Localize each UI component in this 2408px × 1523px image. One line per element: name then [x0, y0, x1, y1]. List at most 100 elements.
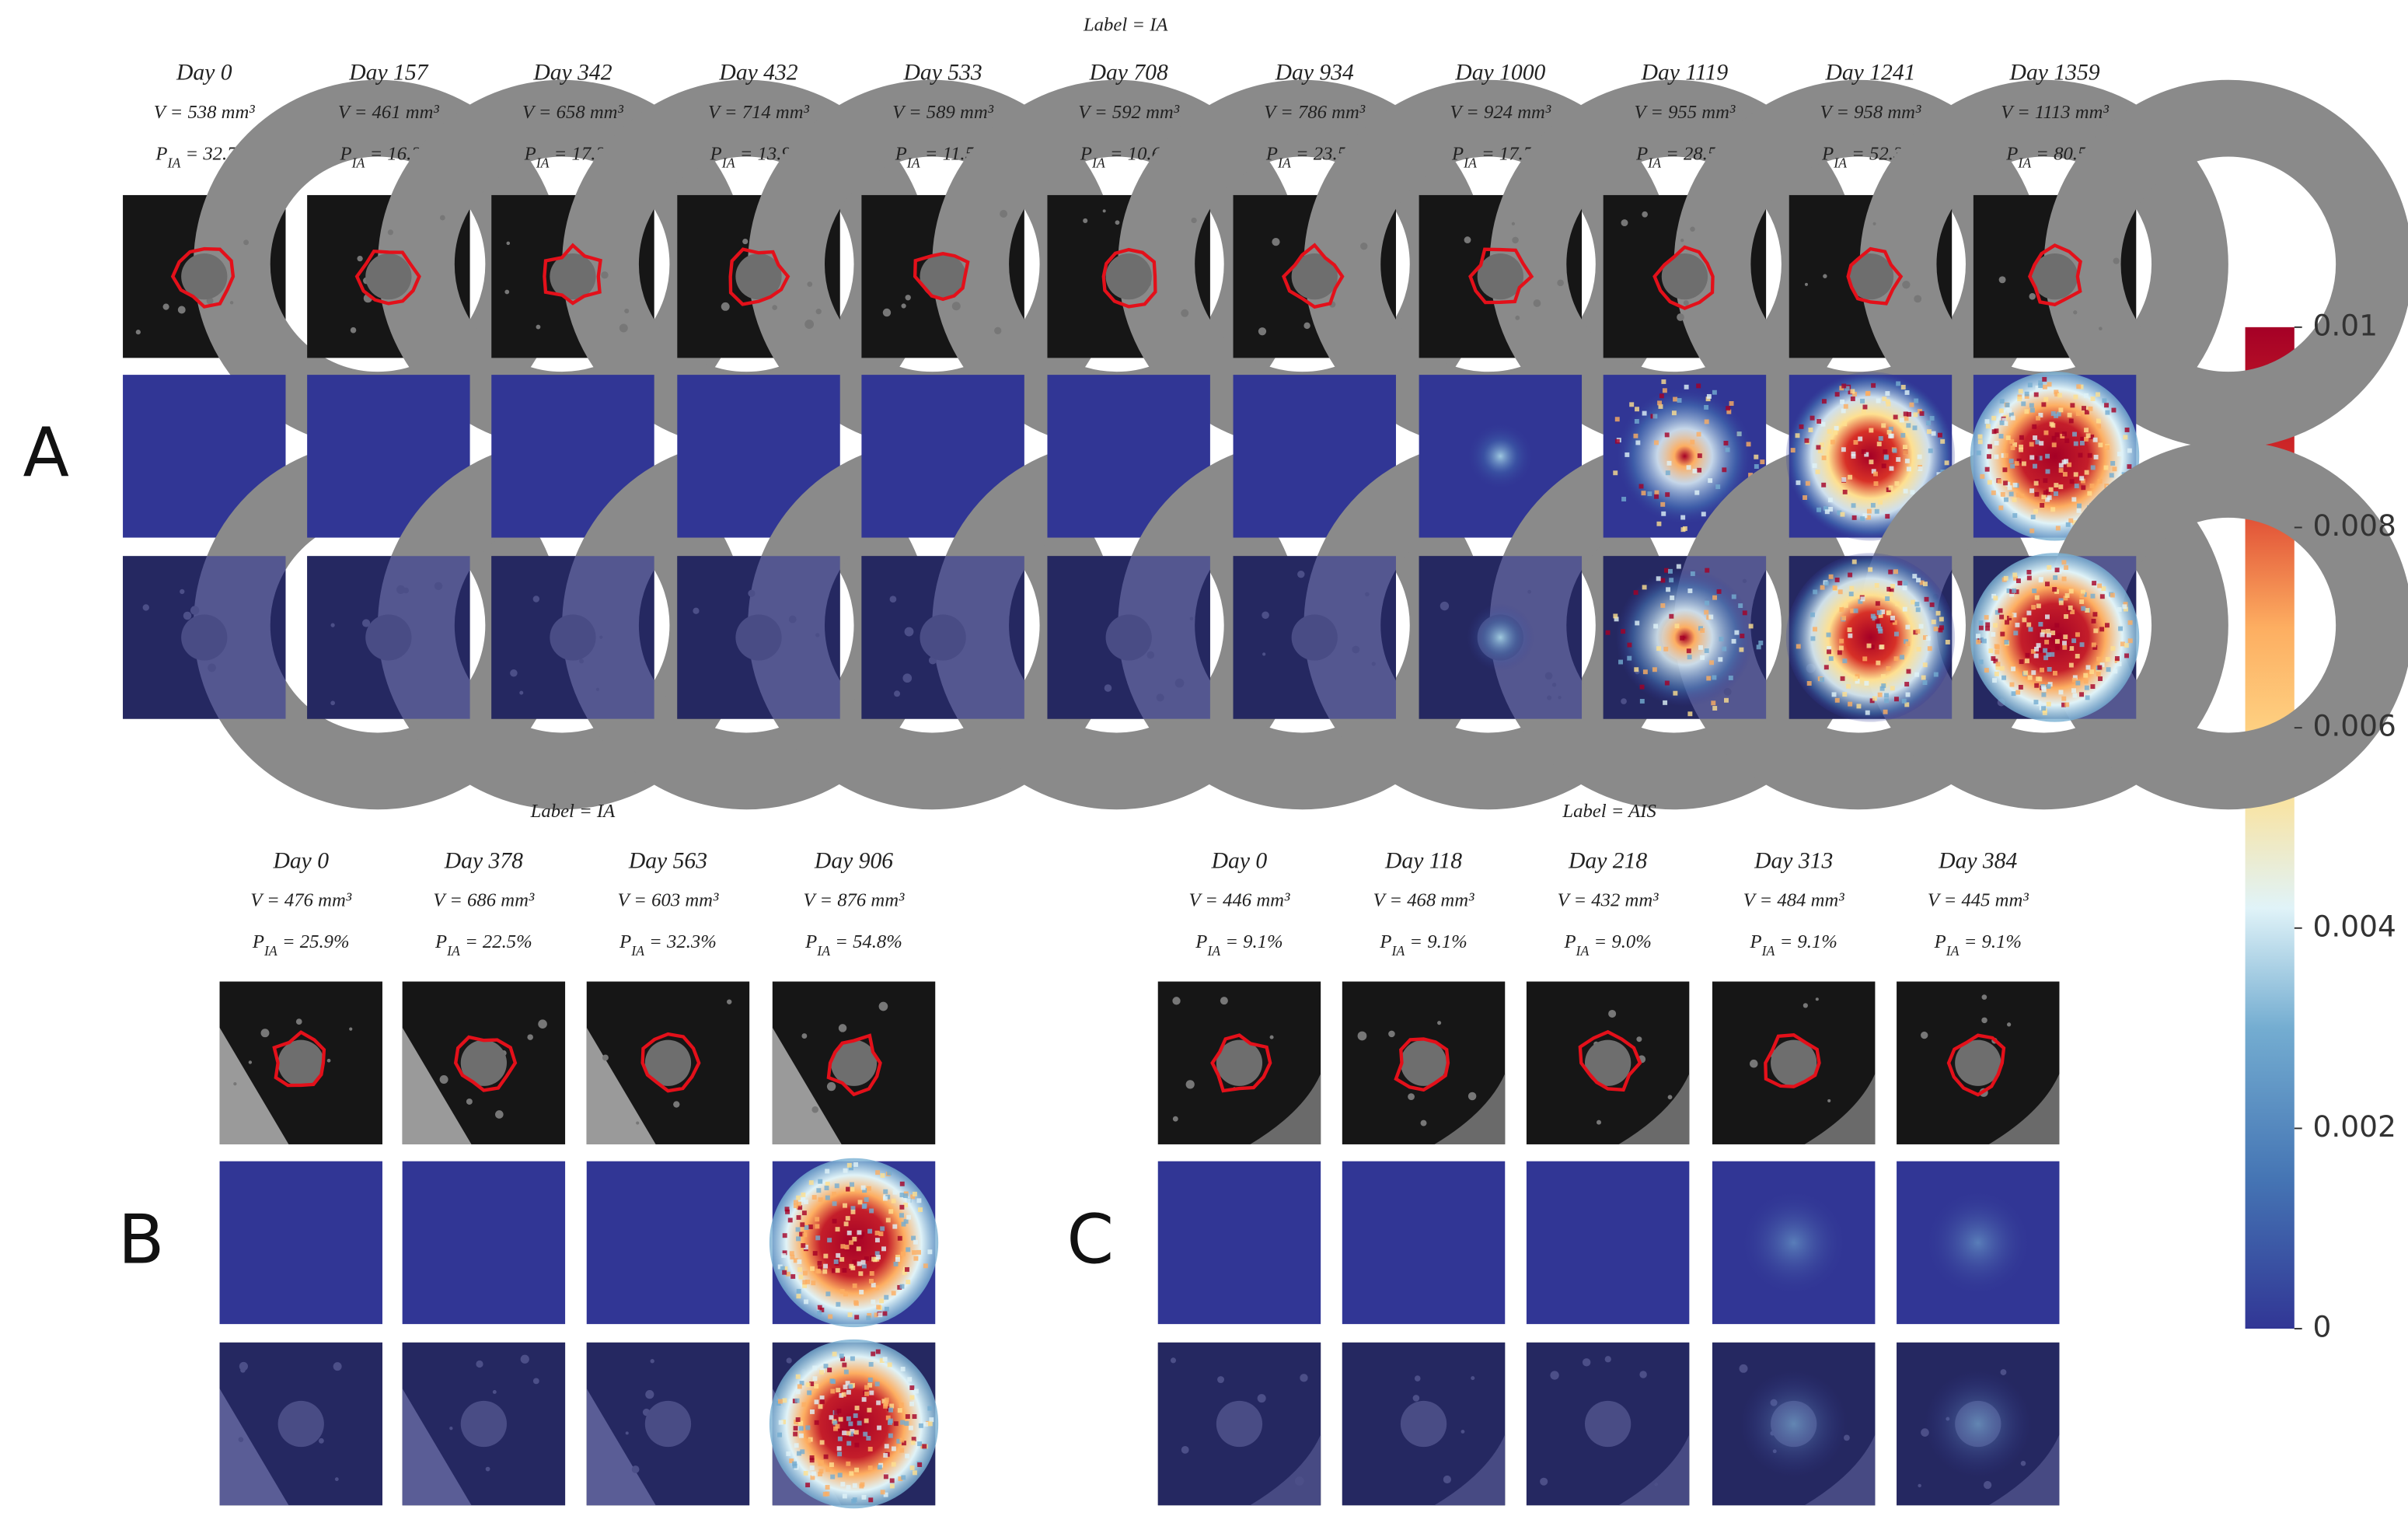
heat-speckle [1849, 585, 1855, 591]
heat-speckle [874, 1312, 879, 1318]
heat-speckle [1687, 711, 1693, 717]
vessel [350, 327, 357, 334]
heat-speckle [850, 1429, 855, 1434]
heat-speckle [899, 1284, 905, 1289]
heat-speckle [876, 1255, 881, 1260]
day-label: Day 1359 [2009, 61, 2100, 86]
heat-speckle [2021, 461, 2026, 466]
heat-speckle [1638, 484, 1644, 489]
heat-speckle [1906, 423, 1911, 428]
prob-symbol: P [340, 143, 352, 164]
heat-speckle [852, 1483, 857, 1488]
day-label: Day 342 [532, 61, 612, 86]
heat-speckle [1865, 710, 1870, 715]
heat-speckle [913, 1389, 919, 1394]
heat-speckle [2078, 452, 2083, 458]
vessel [878, 1001, 888, 1011]
heat-speckle [832, 1191, 837, 1196]
heat-speckle [831, 1379, 836, 1385]
heat-speckle [1647, 491, 1652, 497]
heat-speckle [797, 1201, 801, 1207]
heat-speckle [1815, 469, 1820, 474]
heat-speckle [1976, 450, 1981, 456]
heat-speckle [906, 1280, 911, 1284]
volume-label: V = 924 mm³ [1450, 102, 1551, 123]
heat-speckle [828, 1314, 833, 1319]
heat-speckle [905, 1266, 909, 1272]
heat-speckle [1888, 592, 1893, 597]
heat-speckle [1676, 564, 1681, 569]
heat-speckle [1981, 638, 1987, 644]
heat-speckle [891, 1198, 896, 1203]
heat-speckle [1654, 490, 1659, 495]
heat-speckle [812, 1251, 818, 1256]
heat-speckle [1899, 417, 1904, 423]
prob-subscript: IA [721, 155, 735, 170]
heat-speckle [857, 1200, 863, 1205]
heat-speckle [1876, 660, 1881, 665]
heat-speckle [1878, 613, 1883, 618]
prob-symbol: P [1195, 931, 1207, 952]
heat-speckle [2042, 384, 2047, 389]
heat-speckle [899, 1204, 905, 1210]
heat-speckle [2064, 614, 2069, 619]
heat-speckle [2038, 621, 2043, 627]
heat-speckle [907, 1377, 913, 1382]
heat-speckle [808, 1180, 814, 1186]
heat-speckle [2005, 620, 2010, 625]
volume-label: V = 603 mm³ [618, 890, 719, 911]
heat-speckle [2101, 586, 2106, 592]
heat-speckle [850, 1186, 855, 1192]
ct-image [1712, 981, 1876, 1144]
heat-speckle [1742, 610, 1747, 616]
heat-speckle [1841, 383, 1847, 389]
heat-speckle [2079, 440, 2085, 445]
heat-speckle [901, 1221, 906, 1227]
heat-speckle [837, 1472, 843, 1478]
heat-speckle [801, 1197, 806, 1203]
heat-speckle [1878, 436, 1883, 441]
heat-speckle [1754, 464, 1759, 469]
prob-subscript: IA [2017, 155, 2031, 170]
heat-speckle [836, 1388, 841, 1393]
heat-speckle [1851, 503, 1856, 508]
heat-speckle [1853, 608, 1858, 613]
heat-speckle [849, 1431, 854, 1437]
ct-image [1897, 981, 2060, 1144]
heat-speckle [2042, 710, 2047, 715]
day-label: Day 313 [1754, 848, 1833, 873]
heat-speckle [1991, 632, 1996, 637]
heat-speckle [2124, 427, 2130, 432]
overlay-image [586, 1342, 750, 1506]
vessel [721, 302, 730, 311]
vessel [811, 1106, 818, 1113]
heat-speckle [2012, 442, 2018, 447]
colorbar-tick-label: 0.008 [2313, 508, 2396, 543]
heat-speckle [876, 1400, 881, 1406]
heat-speckle [797, 1205, 803, 1210]
heat-speckle [911, 1235, 916, 1241]
heat-speckle [1704, 404, 1709, 410]
heat-speckle [1884, 698, 1890, 704]
heat-speckle [2050, 631, 2056, 636]
prob-symbol: P [804, 931, 817, 952]
heat-blob [1615, 386, 1754, 526]
heat-speckle [868, 1497, 874, 1503]
heat-speckle [1909, 402, 1914, 407]
heat-speckle [1635, 440, 1641, 445]
ct-image [1526, 981, 1690, 1144]
vessel [1269, 1035, 1274, 1039]
heat-speckle [2054, 483, 2059, 488]
heat-speckle [906, 1214, 912, 1220]
heat-speckle [854, 1406, 860, 1411]
heat-speckle [1912, 574, 1918, 579]
heat-speckle [1888, 426, 1893, 431]
vessel [1000, 209, 1008, 218]
volume-label: V = 461 mm³ [338, 102, 439, 123]
heat-speckle [825, 1485, 830, 1490]
heat-speckle [2009, 682, 2015, 687]
heat-speckle [2054, 645, 2060, 651]
overlay-tint [1233, 556, 1396, 719]
heat-speckle [850, 1206, 856, 1211]
